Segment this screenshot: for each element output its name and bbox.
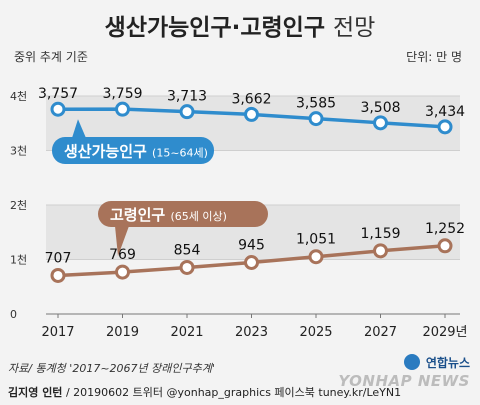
- series-callout: [98, 201, 268, 227]
- x-tick-label: 2021: [170, 325, 203, 340]
- agency-wordmark: YONHAP NEWS: [338, 372, 470, 390]
- x-tick-label: 2025: [299, 325, 332, 340]
- chart-title: 생산가능인구·고령인구 전망: [0, 8, 480, 42]
- x-tick-label: 2017: [41, 325, 74, 340]
- y-tick-label: 1천: [10, 253, 27, 267]
- data-point: [437, 119, 453, 135]
- agency-branding: 연합뉴스 YONHAP NEWS: [320, 350, 470, 400]
- data-label: 3,713: [167, 89, 207, 105]
- y-tick-label: 3천: [10, 144, 27, 158]
- data-point: [373, 115, 388, 131]
- credit-line: 김지영 인턴 / 20190602 트위터 @yonhap_graphics 페…: [8, 384, 401, 400]
- data-point: [50, 267, 66, 283]
- title-main: 생산가능인구·고령인구: [104, 15, 325, 41]
- data-label: 1,159: [360, 226, 400, 242]
- x-tick-label: 2019: [106, 325, 139, 340]
- data-label: 3,508: [360, 100, 400, 116]
- x-tick-label: 2027: [364, 325, 397, 340]
- data-point: [373, 243, 388, 259]
- data-label: 3,585: [296, 96, 336, 112]
- y-tick-label: 0: [10, 308, 17, 321]
- unit-note: 단위: 만 명: [406, 50, 462, 64]
- data-label: 945: [238, 237, 265, 253]
- data-label: 1,252: [425, 221, 465, 237]
- data-point: [244, 254, 259, 270]
- callout-pointer: [115, 226, 129, 257]
- data-label: 854: [174, 242, 201, 258]
- series-callout: [52, 137, 214, 164]
- data-point: [179, 104, 195, 120]
- legend-label: 생산가능인구 (15~64세): [64, 143, 208, 161]
- data-label: 707: [45, 250, 72, 266]
- y-tick-label: 2천: [10, 198, 27, 212]
- data-label: 769: [109, 247, 136, 263]
- data-label: 3,434: [425, 104, 465, 120]
- data-label: 3,757: [38, 86, 78, 102]
- x-tick-label: 2029년: [422, 325, 467, 340]
- x-tick-label: 2023: [235, 325, 268, 340]
- credit-meta: / 20190602 트위터 @yonhap_graphics 페이스북 tun…: [65, 386, 402, 399]
- data-label: 1,051: [296, 232, 336, 248]
- data-point: [179, 259, 195, 275]
- credit-author: 김지영 인턴: [8, 386, 63, 399]
- data-point: [115, 101, 130, 117]
- data-point: [308, 249, 324, 265]
- title-suffix: 전망: [333, 15, 376, 41]
- y-tick-label: 4천: [10, 89, 27, 103]
- data-point: [244, 106, 259, 122]
- data-point: [437, 238, 453, 254]
- data-label: 3,662: [231, 91, 271, 107]
- basis-note: 중위 추계 기준: [14, 50, 88, 64]
- callout-pointer: [72, 119, 86, 138]
- data-label: 3,759: [102, 86, 142, 102]
- data-point: [50, 101, 66, 117]
- data-point: [115, 264, 130, 280]
- data-point: [308, 111, 324, 127]
- agency-logo-icon: [404, 354, 420, 370]
- agency-logo-text: 연합뉴스: [425, 356, 470, 370]
- source-note: 자료/ 통계청 '2017~2067년 장래인구추계': [8, 362, 215, 375]
- legend-label: 고령인구 (65세 이상): [110, 206, 227, 224]
